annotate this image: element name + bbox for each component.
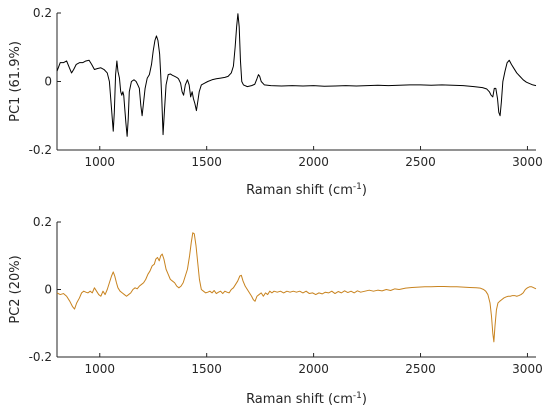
pc2-x-tick-label: 2000	[298, 362, 329, 376]
pc1-x-tick-label: 2500	[405, 155, 436, 169]
pc2-y-tick-label: 0.2	[33, 215, 52, 229]
pc1-x-tick-label: 1000	[84, 155, 115, 169]
pc1-x-tick-label: 3000	[512, 155, 543, 169]
pc1-panel: 1000 1500 2000 2500 3000 -0.2 0 0.2 PC1 (61.9%) R…	[8, 6, 543, 198]
pc2-x-tick-label: 1500	[191, 362, 222, 376]
pc2-x-tick-label: 2500	[405, 362, 436, 376]
pc2-series-line	[56, 232, 537, 343]
pc2-x-axis-label: Raman shift (cm-1)	[246, 391, 367, 407]
pc1-y-tick-label: -0.2	[29, 143, 52, 157]
pc2-y-axis-label: PC2 (20%)	[8, 255, 23, 323]
pc1-y-tick-label: 0.2	[33, 6, 52, 20]
pc1-x-axis-label: Raman shift (cm-1)	[246, 182, 367, 198]
pc2-y-tick-label: 0	[44, 283, 52, 297]
pc1-x-tick-label: 2000	[298, 155, 329, 169]
pc2-x-tick-label: 3000	[512, 362, 543, 376]
pc1-x-tick-label: 1500	[191, 155, 222, 169]
pc2-y-tick-label: -0.2	[29, 350, 52, 364]
pc2-panel: 1000 1500 2000 2500 3000 -0.2 0 0.2 PC2 (20%) Ram…	[8, 215, 543, 407]
pc1-y-tick-label: 0	[44, 75, 52, 89]
pc1-y-axis-label: PC1 (61.9%)	[8, 41, 23, 122]
pc1-series-line	[56, 13, 537, 137]
pc2-x-tick-label: 1000	[84, 362, 115, 376]
